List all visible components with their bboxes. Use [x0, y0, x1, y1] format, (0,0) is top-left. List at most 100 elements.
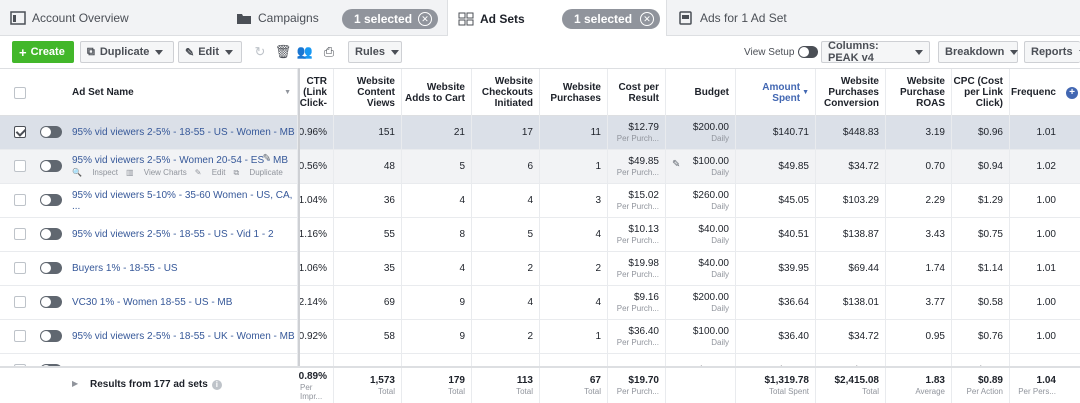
ad-set-name-cell[interactable]: 95% vid viewers 2-5% - 18-55 - UK - Wome…: [66, 320, 298, 353]
footer-ctr: 0.89% Per Impr...: [299, 368, 334, 403]
row-checkbox[interactable]: [14, 330, 26, 342]
trash-icon[interactable]: 🗑: [274, 44, 292, 59]
row-checkbox[interactable]: [14, 160, 26, 172]
inspect-link[interactable]: 🔍 Inspect: [72, 168, 118, 178]
header-ad-set-name[interactable]: Ad Set Name ▼: [66, 69, 298, 116]
tab-account-overview[interactable]: Account Overview: [10, 0, 129, 36]
close-icon[interactable]: ✕: [418, 12, 432, 26]
cell-value: $100.00: [692, 156, 729, 167]
cell-value: $200.00: [692, 292, 729, 303]
table-row[interactable]: Buyers 1% - 18-55 - US 1.06% 35 4 2 2 $19.98 Pe…: [0, 252, 1080, 286]
create-button[interactable]: + Create: [12, 41, 74, 63]
rename-pencil-icon[interactable]: ✎: [262, 153, 271, 164]
header-purchases[interactable]: Website Purchases: [540, 69, 608, 116]
cell-ctr: 0.92%: [298, 320, 334, 353]
cell-value: 151: [378, 127, 395, 138]
ad-set-name-link[interactable]: Buyers 1% - 18-55 - US: [72, 263, 178, 274]
breakdown-button[interactable]: Breakdown: [938, 41, 1019, 63]
duplicate-link[interactable]: ⧉ Duplicate: [233, 168, 282, 178]
cell-value: 0.92%: [298, 331, 327, 342]
expand-arrow-icon[interactable]: ▶: [72, 379, 79, 388]
table-row[interactable]: 95% vid viewers 2-5% - 18-55 - US - Vid …: [0, 218, 1080, 252]
edit-link[interactable]: ✎ Edit: [195, 168, 226, 178]
header-budget[interactable]: Budget: [666, 69, 736, 116]
cell-value: 1: [595, 331, 601, 342]
cell-value: 4: [459, 195, 465, 206]
row-checkbox[interactable]: [14, 228, 26, 240]
ad-set-name-cell[interactable]: Buyers 1% - 18-55 - US: [66, 252, 298, 285]
tab-campaigns[interactable]: Campaigns: [236, 0, 319, 36]
ad-set-name-cell[interactable]: VC30 1% - Women 18-55 - US - MB: [66, 286, 298, 319]
edit-budget-pencil-icon[interactable]: ✎: [672, 159, 681, 170]
cell-budget: $40.00 Daily: [666, 218, 736, 251]
header-checkouts[interactable]: Website Checkouts Initiated: [472, 69, 540, 116]
reports-button[interactable]: Reports: [1024, 41, 1080, 63]
cell-value: 0.95: [925, 331, 945, 342]
view-setup-toggle[interactable]: [798, 46, 819, 58]
audience-icon[interactable]: 👥: [296, 44, 314, 59]
refresh-icon[interactable]: ↻: [254, 44, 266, 59]
campaigns-selected-pill[interactable]: 1 selected ✕: [342, 9, 438, 29]
cell-value: 3: [595, 195, 601, 206]
ad-set-name-cell[interactable]: 95% vid viewers 2-5% - Women 20-54 - ES …: [66, 150, 298, 183]
header-cpc[interactable]: CPC (Cost per Link Click): [952, 69, 1010, 116]
cell-conv: $138.01: [816, 286, 886, 319]
ad-set-name-cell[interactable]: 95% vid viewers 5-10% - 35-60 Women - US…: [66, 184, 298, 217]
table-row[interactable]: 95% vid viewers 2-5% - 18-55 - UK - Wome…: [0, 320, 1080, 354]
row-status-toggle[interactable]: [40, 330, 62, 342]
header-cost-per-result[interactable]: Cost per Result: [608, 69, 666, 116]
columns-button[interactable]: Columns: PEAK v4: [821, 40, 930, 64]
table-row[interactable]: VC30 1% - Women 18-55 - US - MB 2.14% 69 9 4…: [0, 286, 1080, 320]
edit-button[interactable]: ✎ Edit: [178, 41, 242, 63]
ad-set-name-cell[interactable]: 95% vid viewers 2-5% - 18-55 - US - Wome…: [66, 116, 298, 149]
ad-set-name-link[interactable]: 95% vid viewers 2-5% - 18-55 - UK - Wome…: [72, 331, 295, 342]
table-row[interactable]: 95% vid viewers 2-5% - 18-55 - US - Wome…: [0, 116, 1080, 150]
header-amount-spent[interactable]: Amount Spent ▼: [736, 69, 816, 116]
table-row[interactable]: 95% vid viewers 2-5% - Women 20-54 - ES …: [0, 150, 1080, 184]
cell-value: $260.00: [692, 190, 729, 201]
ad-set-name-link[interactable]: 95% vid viewers 2-5% - 18-55 - US - Wome…: [72, 127, 295, 138]
tab-ads[interactable]: Ads for 1 Ad Set: [678, 0, 787, 36]
row-checkbox[interactable]: [14, 126, 26, 138]
header-frequency[interactable]: Frequenc: [1010, 69, 1062, 116]
row-status-toggle[interactable]: [40, 160, 62, 172]
header-roas[interactable]: Website Purchase ROAS: [886, 69, 952, 116]
row-status-toggle[interactable]: [40, 262, 62, 274]
ad-set-name-link[interactable]: 95% vid viewers 2-5% - Women 20-54 - ES …: [72, 155, 289, 166]
view-setup[interactable]: View Setup: [744, 46, 819, 58]
row-status-toggle[interactable]: [40, 296, 62, 308]
cell-value: 1.74: [925, 263, 945, 274]
close-icon[interactable]: ✕: [640, 12, 654, 26]
cell-value: $49.85: [628, 156, 659, 167]
preview-icon[interactable]: ⎙: [323, 44, 335, 59]
duplicate-button[interactable]: ⧉ Duplicate: [80, 41, 174, 63]
view-charts-icon: ▥: [125, 168, 136, 177]
header-adds-to-cart[interactable]: Website Adds to Cart: [402, 69, 472, 116]
ad-set-name-link[interactable]: 95% vid viewers 5-10% - 35-60 Women - US…: [72, 189, 293, 212]
row-checkbox[interactable]: [14, 194, 26, 206]
header-purchases-conversion[interactable]: Website Purchases Conversion: [816, 69, 886, 116]
rules-button[interactable]: Rules: [348, 41, 402, 63]
row-status-toggle[interactable]: [40, 228, 62, 240]
cell-value: $0.96: [977, 127, 1003, 138]
ad-set-name-cell[interactable]: 95% vid viewers 2-5% - 18-55 - US - Vid …: [66, 218, 298, 251]
row-status-toggle[interactable]: [40, 194, 62, 206]
row-checkbox[interactable]: [14, 296, 26, 308]
cell-subvalue: Per Purch...: [616, 304, 659, 313]
header-ctr[interactable]: CTR (Link Click-: [300, 69, 334, 116]
row-status-toggle[interactable]: [40, 126, 62, 138]
ad-set-name-link[interactable]: 95% vid viewers 2-5% - 18-55 - US - Vid …: [72, 229, 274, 240]
select-all-checkbox[interactable]: [14, 87, 26, 99]
ad-sets-selected-pill[interactable]: 1 selected ✕: [562, 9, 660, 29]
view-charts-link[interactable]: ▥ View Charts: [126, 168, 187, 178]
cell-cpr: $12.79 Per Purch...: [608, 116, 666, 149]
footer-purchases: 67 Total: [540, 368, 608, 403]
add-column-icon[interactable]: +: [1066, 87, 1078, 99]
dashboard-icon: [10, 11, 26, 25]
row-checkbox[interactable]: [14, 262, 26, 274]
header-content-views[interactable]: Website Content Views: [334, 69, 402, 116]
info-icon[interactable]: i: [211, 379, 222, 390]
ad-set-name-link[interactable]: VC30 1% - Women 18-55 - US - MB: [72, 297, 233, 308]
footer-budget: [666, 368, 736, 403]
table-row[interactable]: 95% vid viewers 5-10% - 35-60 Women - US…: [0, 184, 1080, 218]
